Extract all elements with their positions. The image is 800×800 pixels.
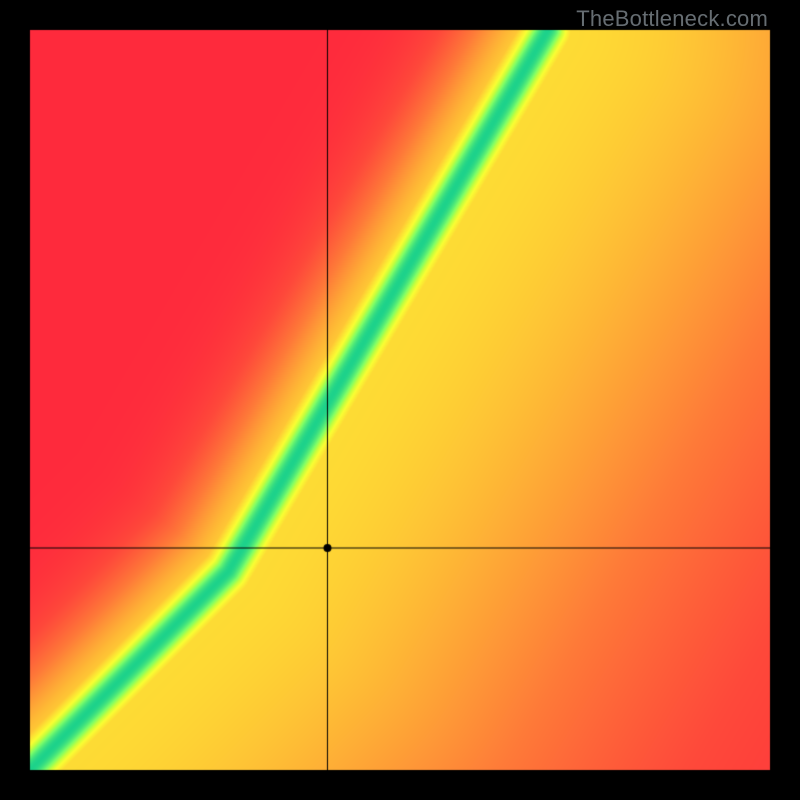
watermark-text: TheBottleneck.com xyxy=(576,6,768,32)
heatmap-canvas xyxy=(0,0,800,800)
chart-container: TheBottleneck.com xyxy=(0,0,800,800)
